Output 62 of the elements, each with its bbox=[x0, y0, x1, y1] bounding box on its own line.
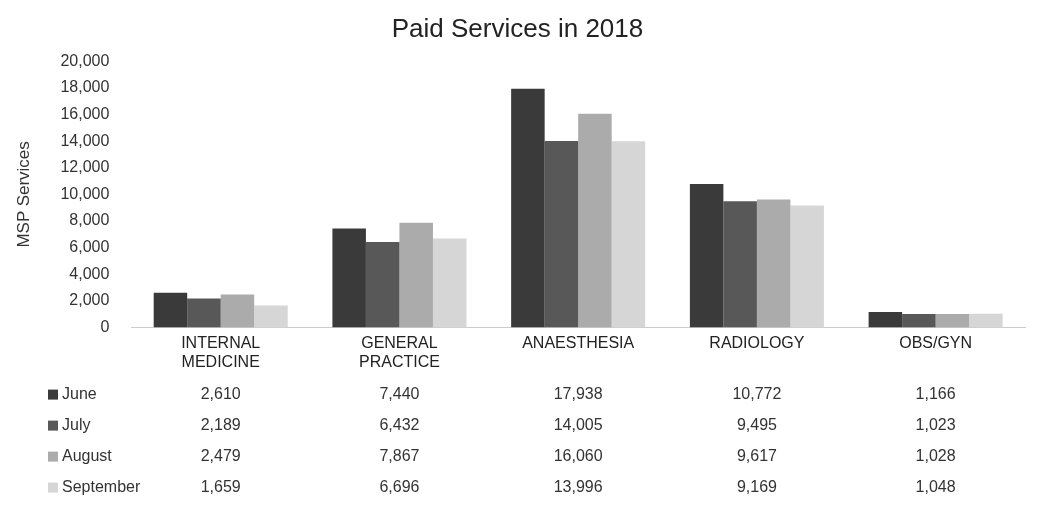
data-label: 1,023 bbox=[915, 416, 956, 434]
data-label: 13,996 bbox=[553, 478, 603, 496]
data-label: 2,610 bbox=[200, 385, 241, 403]
data-label: 1,028 bbox=[915, 447, 956, 465]
bar bbox=[969, 313, 1003, 328]
data-label: 9,617 bbox=[736, 447, 778, 465]
bar bbox=[511, 88, 545, 328]
data-label: 17,938 bbox=[553, 385, 603, 403]
bar bbox=[254, 305, 288, 328]
x-tick-label: ANAESTHESIA bbox=[522, 333, 635, 351]
bar bbox=[332, 228, 366, 328]
data-label: 14,005 bbox=[553, 416, 603, 434]
legend-label: July bbox=[62, 416, 91, 434]
y-tick-label: 12,000 bbox=[60, 158, 110, 176]
data-label: 10,772 bbox=[732, 385, 782, 403]
data-label: 1,048 bbox=[915, 478, 956, 496]
legend-label: August bbox=[62, 447, 113, 465]
data-label: 7,867 bbox=[379, 447, 420, 465]
data-label: 6,696 bbox=[379, 478, 420, 496]
bar bbox=[868, 312, 903, 328]
x-tick-label: OBS/GYN bbox=[899, 333, 973, 351]
y-axis-title: MSP Services bbox=[13, 141, 33, 248]
bar bbox=[544, 141, 579, 328]
bar bbox=[578, 113, 612, 328]
data-label: 1,659 bbox=[200, 478, 241, 496]
data-label: 6,432 bbox=[379, 416, 420, 434]
bar bbox=[723, 201, 757, 328]
bar bbox=[790, 205, 824, 328]
data-label: 1,166 bbox=[915, 385, 956, 403]
legend-label: June bbox=[62, 385, 97, 403]
data-label: 9,169 bbox=[736, 478, 778, 496]
y-tick-label: 20,000 bbox=[60, 51, 110, 69]
bar bbox=[220, 294, 255, 328]
data-label: 2,189 bbox=[200, 416, 241, 434]
y-tick-label: 14,000 bbox=[60, 131, 110, 149]
y-tick-label: 18,000 bbox=[60, 78, 110, 96]
y-tick-label: 4,000 bbox=[69, 264, 110, 282]
data-label: 16,060 bbox=[553, 447, 603, 465]
x-tick-label: RADIOLOGY bbox=[709, 333, 805, 351]
bar bbox=[365, 241, 400, 328]
bar bbox=[432, 238, 467, 328]
y-tick-label: 6,000 bbox=[69, 238, 110, 256]
bar bbox=[756, 199, 791, 328]
y-tick-label: 16,000 bbox=[60, 104, 110, 122]
y-tick-label: 8,000 bbox=[69, 211, 110, 229]
y-tick-label: 0 bbox=[100, 318, 110, 336]
y-tick-label: 10,000 bbox=[60, 184, 110, 202]
x-tick-label: GENERAL PRACTICE bbox=[358, 333, 440, 370]
data-label: 2,479 bbox=[200, 447, 241, 465]
bar bbox=[399, 222, 433, 328]
bar bbox=[689, 184, 724, 328]
legend-label: September bbox=[62, 478, 141, 496]
bar bbox=[902, 313, 936, 328]
bar bbox=[187, 298, 221, 328]
x-tick-label: INTERNAL MEDICINE bbox=[181, 333, 261, 370]
data-label: 9,495 bbox=[736, 416, 778, 434]
chart-title: Paid Services in 2018 bbox=[391, 12, 644, 43]
y-tick-label: 2,000 bbox=[69, 291, 110, 309]
bar bbox=[935, 313, 970, 328]
bar bbox=[611, 141, 646, 328]
data-label: 7,440 bbox=[379, 385, 420, 403]
bar bbox=[153, 292, 188, 328]
